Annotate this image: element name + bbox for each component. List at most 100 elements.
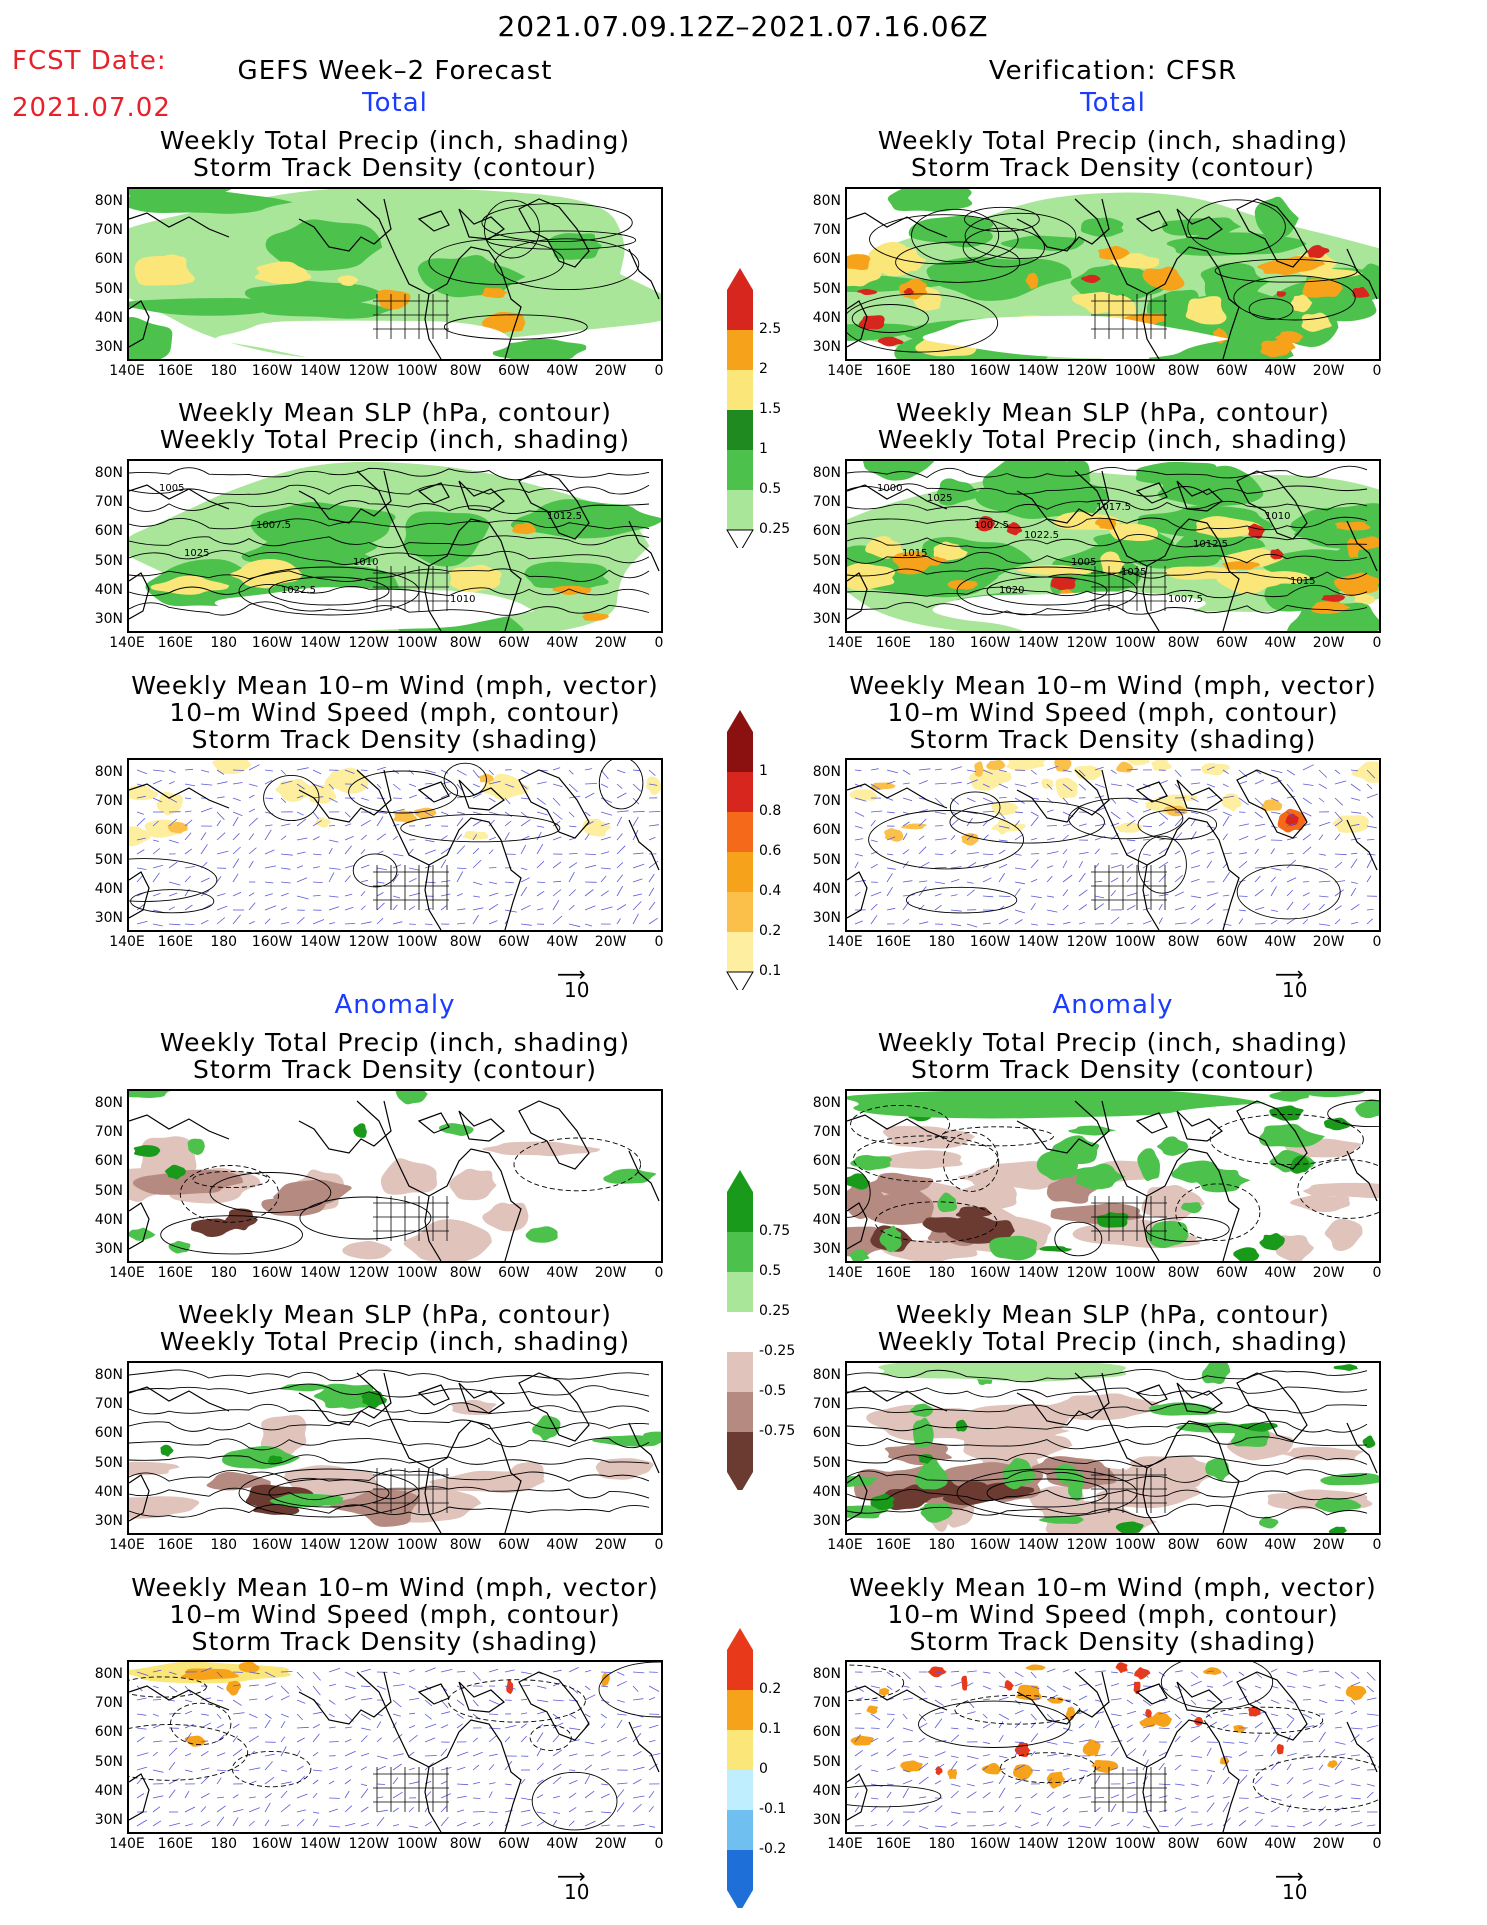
isobar <box>129 1504 650 1518</box>
wind-vector <box>1222 1796 1230 1799</box>
colorbar-label: 1 <box>759 763 768 779</box>
isobar <box>847 1420 1368 1433</box>
wind-vector <box>1062 1741 1074 1744</box>
shading-region <box>922 1217 966 1233</box>
wind-vector <box>216 1777 222 1785</box>
lon-tick-label: 120W <box>348 635 390 651</box>
coastline <box>518 198 590 268</box>
wind-vector <box>600 890 609 897</box>
wind-vector <box>616 1789 625 1799</box>
colorbar-label: 0.2 <box>759 923 782 939</box>
wind-vector <box>934 811 946 815</box>
wind-vector <box>440 835 448 841</box>
wind-vector <box>200 877 210 883</box>
wind-vector <box>632 852 644 855</box>
panel-title: Weekly Total Precip (inch, shading) <box>159 126 631 155</box>
wind-vector <box>616 1736 627 1743</box>
lon-tick-label: 140E <box>109 1836 145 1852</box>
contour-line <box>1068 797 1184 840</box>
wind-vector <box>648 901 656 911</box>
map-canvas <box>129 1369 661 1533</box>
shading-region <box>1335 521 1371 531</box>
wind-vector <box>1174 1713 1181 1720</box>
wind-vector <box>998 864 1008 869</box>
shading-region <box>353 1123 367 1138</box>
wind-vector <box>360 769 368 771</box>
shading-region <box>1074 1163 1126 1190</box>
wind-vector <box>184 1685 192 1694</box>
lon-tick-label: 180 <box>210 934 238 950</box>
wind-vector <box>1366 1713 1379 1716</box>
shading-region <box>878 1363 1127 1382</box>
wind-vector <box>600 906 613 911</box>
wind-vector <box>488 1668 499 1673</box>
wind-vector <box>886 1767 896 1771</box>
wind-vector <box>902 1788 909 1799</box>
shading-region <box>160 1444 174 1457</box>
lon-tick-label: 80W <box>1167 1537 1200 1553</box>
lon-tick-label: 160W <box>969 635 1011 651</box>
wind-vector <box>1254 1768 1267 1771</box>
wind-vector <box>392 1777 399 1785</box>
wind-vector <box>886 836 896 841</box>
wind-vector <box>616 1699 625 1703</box>
wind-vector <box>1350 887 1357 897</box>
wind-vector <box>184 832 192 841</box>
wind-vector <box>1062 904 1069 911</box>
panel-title: Weekly Mean SLP (hPa, contour) <box>896 398 1330 427</box>
wind-vector <box>1030 811 1039 817</box>
wind-vector <box>918 835 925 841</box>
vector-reference-value: 10 <box>564 1880 590 1904</box>
wind-vector <box>1366 1671 1376 1681</box>
wind-vector <box>950 1790 959 1799</box>
wind-vector <box>456 834 463 841</box>
wind-vector <box>520 1723 527 1729</box>
lon-tick-label: 0 <box>654 1265 664 1281</box>
wind-vector <box>998 872 1006 883</box>
map-canvas <box>129 1091 660 1261</box>
shading-region <box>393 810 417 824</box>
shading-region <box>1276 291 1287 297</box>
coastline <box>129 871 150 919</box>
coastline <box>628 1422 660 1474</box>
shading-region <box>867 1172 934 1196</box>
wind-vector <box>152 1724 161 1729</box>
wind-vector <box>216 832 226 841</box>
wind-vector <box>184 1732 192 1743</box>
wind-vector <box>1174 1807 1187 1813</box>
wind-vector <box>1350 1797 1361 1800</box>
wind-vector <box>1030 816 1039 827</box>
colorbar-swatch <box>727 1770 753 1810</box>
wind-vector <box>408 769 414 775</box>
wind-vector <box>184 866 195 869</box>
wind-vector <box>216 905 228 911</box>
wind-vector <box>1334 1699 1345 1702</box>
shading-region <box>1137 1148 1160 1181</box>
wind-vector <box>264 1819 270 1827</box>
wind-vector <box>886 873 893 883</box>
wind-vector <box>966 797 976 803</box>
wind-vector <box>408 867 420 871</box>
shading-region <box>947 1769 957 1780</box>
contour-label: 1025 <box>184 548 209 559</box>
wind-vector <box>424 1737 436 1743</box>
wind-vector <box>408 1725 416 1729</box>
colorbar-swatch <box>727 1272 753 1312</box>
wind-vector <box>1110 1713 1122 1717</box>
wind-vector <box>152 848 161 855</box>
coastline <box>1236 1372 1308 1442</box>
isobar <box>129 467 650 481</box>
wind-vector <box>424 1685 432 1690</box>
wind-vector <box>632 783 642 792</box>
wind-vector <box>1254 823 1266 827</box>
lon-tick-label: 160W <box>251 1537 293 1553</box>
shading-region <box>512 522 537 535</box>
shading-region <box>1073 765 1103 781</box>
shading-region <box>595 1458 654 1480</box>
wind-vector <box>552 1819 558 1827</box>
wind-vector <box>424 1723 437 1729</box>
contour-label: 1007.5 <box>1168 594 1203 605</box>
wind-vector <box>248 817 258 827</box>
wind-vector <box>1302 783 1314 786</box>
wind-vector <box>616 833 623 841</box>
